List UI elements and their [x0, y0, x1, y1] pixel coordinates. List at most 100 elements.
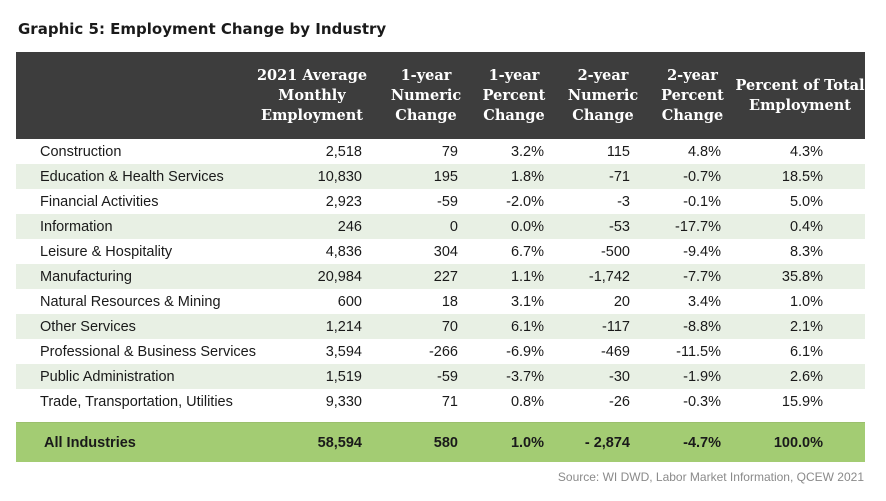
source-note: Source: WI DWD, Labor Market Information…	[557, 470, 864, 484]
cell-1yr-percent: 3.1%	[510, 293, 544, 310]
employment-table: 2021 Average Monthly Employment 1-year N…	[16, 52, 865, 462]
cell-industry: Construction	[40, 143, 122, 160]
table-row: Information 246 0 0.0% -53 -17.7% 0.4%	[16, 214, 865, 239]
cell-industry: Manufacturing	[16, 264, 244, 289]
header-2yr-numeric: 2-year Numeric Change	[567, 66, 639, 124]
cell-1yr-numeric: 70	[380, 314, 472, 339]
header-1yr-numeric: 1-year Numeric Change	[390, 66, 462, 124]
cell-pct-total: 1.0%	[789, 293, 823, 310]
cell-pct-total: 4.3%	[789, 143, 823, 160]
cell-pct-total: 6.1%	[789, 343, 823, 360]
cell-1yr-percent: 0.0%	[472, 214, 556, 239]
cell-1yr-numeric: 79	[441, 143, 458, 160]
table-row: Financial Activities 2,923 -59 -2.0% -3 -0.1%…	[16, 189, 865, 214]
cell-1yr-percent: 1.1%	[472, 264, 556, 289]
cell-avg-employment: 246	[244, 214, 380, 239]
header-pct-total: Percent of Total Employment	[735, 76, 865, 114]
cell-1yr-percent: 0.8%	[510, 393, 544, 410]
cell-pct-total: 18.5%	[735, 164, 865, 189]
cell-2yr-percent: -11.5%	[676, 343, 721, 360]
cell-2yr-percent: -0.1%	[683, 193, 721, 210]
cell-industry: Trade, Transportation, Utilities	[40, 393, 233, 410]
cell-2yr-numeric: -30	[556, 364, 650, 389]
cell-avg-employment: 2,518	[325, 143, 362, 160]
table-row: Public Administration 1,519 -59 -3.7% -30 -1.…	[16, 364, 865, 389]
cell-2yr-percent: -7.7%	[650, 264, 735, 289]
header-industry	[16, 52, 244, 139]
table-row: Manufacturing 20,984 227 1.1% -1,742 -7.7% 35.…	[16, 264, 865, 289]
total-2yr-percent: -4.7%	[650, 422, 735, 462]
table-row: Trade, Transportation, Utilities 9,330 71 0…	[16, 389, 865, 414]
cell-industry: Other Services	[16, 314, 244, 339]
total-avg-employment: 58,594	[244, 422, 380, 462]
table-title: Graphic 5: Employment Change by Industry	[18, 20, 387, 38]
cell-industry: Natural Resources & Mining	[40, 293, 221, 310]
cell-industry: Leisure & Hospitality	[40, 243, 173, 260]
header-row: 2021 Average Monthly Employment 1-year N…	[16, 52, 865, 139]
cell-2yr-percent: -0.7%	[650, 164, 735, 189]
cell-1yr-numeric: 227	[380, 264, 472, 289]
cell-2yr-numeric: 20	[613, 293, 630, 310]
cell-avg-employment: 9,330	[325, 393, 362, 410]
total-2yr-numeric: - 2,874	[556, 422, 650, 462]
cell-2yr-numeric: -117	[556, 314, 650, 339]
cell-2yr-percent: -17.7%	[650, 214, 735, 239]
cell-2yr-numeric: -469	[600, 343, 630, 360]
cell-1yr-numeric: 195	[380, 164, 472, 189]
cell-1yr-numeric: -59	[437, 193, 458, 210]
cell-2yr-numeric: 115	[606, 143, 630, 160]
cell-1yr-percent: -6.9%	[506, 343, 544, 360]
cell-2yr-percent: -9.4%	[683, 243, 721, 260]
cell-2yr-percent: 4.8%	[687, 143, 721, 160]
cell-pct-total: 2.6%	[735, 364, 865, 389]
total-industry: All Industries	[16, 422, 244, 462]
cell-2yr-percent: 3.4%	[687, 293, 721, 310]
cell-pct-total: 2.1%	[735, 314, 865, 339]
cell-industry: Education & Health Services	[16, 164, 244, 189]
cell-1yr-percent: 1.8%	[472, 164, 556, 189]
cell-pct-total: 8.3%	[789, 243, 823, 260]
header-1yr-percent: 1-year Percent Change	[482, 66, 546, 124]
total-pct-total: 100.0%	[735, 422, 865, 462]
cell-industry: Public Administration	[16, 364, 244, 389]
cell-2yr-numeric: -53	[556, 214, 650, 239]
cell-1yr-numeric: 18	[441, 293, 458, 310]
cell-1yr-numeric: 304	[433, 243, 458, 260]
cell-2yr-percent: -8.8%	[650, 314, 735, 339]
table-row: Other Services 1,214 70 6.1% -117 -8.8% 2.1%	[16, 314, 865, 339]
cell-industry: Financial Activities	[40, 193, 159, 210]
cell-2yr-percent: -1.9%	[650, 364, 735, 389]
table-row: Natural Resources & Mining 600 18 3.1% 20 3.4…	[16, 289, 865, 314]
cell-avg-employment: 4,836	[325, 243, 362, 260]
header-2yr-percent: 2-year Percent Change	[661, 66, 724, 124]
cell-avg-employment: 1,519	[244, 364, 380, 389]
header-avg-employment: 2021 Average Monthly Employment	[256, 66, 368, 124]
cell-1yr-numeric: -59	[380, 364, 472, 389]
cell-pct-total: 15.9%	[781, 393, 823, 410]
cell-2yr-numeric: -3	[617, 193, 630, 210]
spacer-row	[16, 414, 865, 423]
cell-1yr-numeric: 0	[380, 214, 472, 239]
cell-1yr-percent: -2.0%	[506, 193, 544, 210]
cell-avg-employment: 10,830	[244, 164, 380, 189]
cell-2yr-percent: -0.3%	[683, 393, 721, 410]
cell-avg-employment: 600	[337, 293, 362, 310]
cell-avg-employment: 2,923	[325, 193, 362, 210]
cell-1yr-percent: 6.1%	[472, 314, 556, 339]
cell-industry: Professional & Business Services	[40, 343, 256, 360]
cell-1yr-percent: 6.7%	[510, 243, 544, 260]
cell-avg-employment: 1,214	[244, 314, 380, 339]
table-row: Education & Health Services 10,830 195 1.8%…	[16, 164, 865, 189]
cell-2yr-numeric: -26	[609, 393, 630, 410]
cell-2yr-numeric: -1,742	[556, 264, 650, 289]
cell-avg-employment: 20,984	[244, 264, 380, 289]
total-1yr-numeric: 580	[380, 422, 472, 462]
table-row: Leisure & Hospitality 4,836 304 6.7% -500 -9.…	[16, 239, 865, 264]
cell-pct-total: 35.8%	[735, 264, 865, 289]
cell-1yr-numeric: -266	[428, 343, 458, 360]
cell-pct-total: 0.4%	[735, 214, 865, 239]
cell-avg-employment: 3,594	[325, 343, 362, 360]
total-row: All Industries 58,594 580 1.0% - 2,874 -4.7% 1…	[16, 422, 865, 462]
table-row: Construction 2,518 79 3.2% 115 4.8% 4.3%	[16, 139, 865, 164]
table-row: Professional & Business Services 3,594 -26…	[16, 339, 865, 364]
